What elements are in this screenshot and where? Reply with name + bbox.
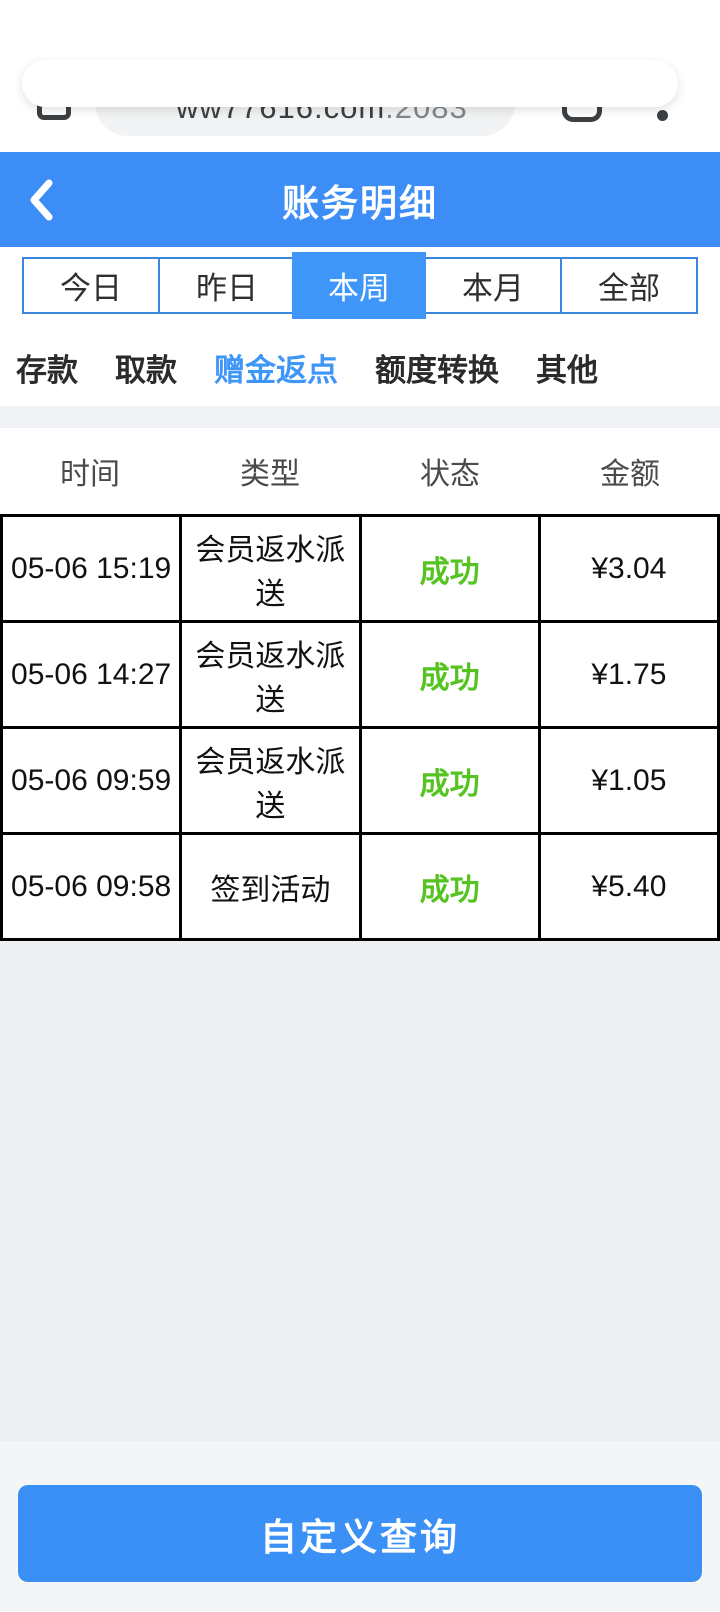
cell-time: 05-06 09:58 — [0, 832, 183, 941]
category-tab-label: 存款 — [16, 352, 78, 388]
date-tab[interactable]: 本周 — [292, 252, 426, 319]
category-tab[interactable]: 取款 — [115, 345, 177, 390]
footer-panel: 自定义查询 — [0, 1441, 720, 1611]
cell-time: 05-06 14:27 — [0, 620, 183, 729]
date-tab[interactable]: 全部 — [560, 259, 696, 312]
category-tab[interactable]: 赠金返点 — [214, 345, 338, 390]
column-header-type: 类型 — [240, 458, 300, 491]
chevron-left-icon — [30, 179, 53, 220]
category-tab[interactable]: 其他 — [536, 345, 598, 390]
date-tab-label: 本月 — [462, 271, 524, 306]
category-tabs: 存款 取款 赠金返点 额度转换 其他 — [0, 344, 720, 390]
cell-time: 05-06 09:59 — [0, 726, 183, 835]
table-header: 时间 类型 状态 金额 — [0, 428, 720, 514]
category-tab[interactable]: 额度转换 — [375, 345, 499, 390]
date-tab-label: 今日 — [60, 271, 122, 306]
page-title: 账务明细 — [282, 182, 438, 224]
category-tab-label: 其他 — [536, 352, 598, 388]
page-header: 账务明细 — [0, 152, 720, 247]
date-range-tabs: 今日 昨日 本周 本月 全部 — [22, 252, 698, 319]
category-tab-label: 额度转换 — [375, 352, 499, 388]
browser-toolbar: ww77616.com:2083 — [0, 0, 720, 188]
empty-area — [0, 941, 720, 1441]
cell-amount: ¥1.75 — [537, 620, 720, 729]
cell-status: 成功 — [358, 620, 541, 729]
table-row: 05-06 09:59 会员返水派送 成功 ¥1.05 — [0, 726, 720, 835]
cell-time: 05-06 15:19 — [0, 514, 183, 623]
column-header-amount: 金额 — [600, 458, 660, 491]
date-tab[interactable]: 今日 — [24, 259, 158, 312]
column-header-time: 时间 — [60, 458, 120, 491]
table-row: 05-06 09:58 签到活动 成功 ¥5.40 — [0, 832, 720, 941]
date-tab-label: 全部 — [598, 271, 660, 306]
custom-query-button[interactable]: 自定义查询 — [18, 1485, 702, 1582]
date-tab[interactable]: 本月 — [424, 259, 560, 312]
cell-type: 会员返水派送 — [179, 514, 362, 623]
cell-amount: ¥5.40 — [537, 832, 720, 941]
date-tab[interactable]: 昨日 — [158, 259, 294, 312]
date-tab-label: 本周 — [328, 271, 390, 306]
category-tab-label: 赠金返点 — [214, 352, 338, 388]
table-row: 05-06 15:19 会员返水派送 成功 ¥3.04 — [0, 514, 720, 623]
records-table: 05-06 15:19 会员返水派送 成功 ¥3.04 05-06 14:27 … — [0, 514, 720, 941]
table-row: 05-06 14:27 会员返水派送 成功 ¥1.75 — [0, 620, 720, 729]
divider-band — [0, 406, 720, 428]
cell-status: 成功 — [358, 514, 541, 623]
cell-type: 会员返水派送 — [179, 620, 362, 729]
cell-type: 会员返水派送 — [179, 726, 362, 835]
category-tab[interactable]: 存款 — [16, 345, 78, 390]
cell-amount: ¥3.04 — [537, 514, 720, 623]
cell-amount: ¥1.05 — [537, 726, 720, 835]
back-button[interactable] — [26, 152, 86, 247]
overlay-card — [22, 60, 678, 107]
date-tab-label: 昨日 — [196, 271, 258, 306]
column-header-status: 状态 — [420, 458, 480, 491]
cell-status: 成功 — [358, 726, 541, 835]
category-tab-label: 取款 — [115, 352, 177, 388]
cell-status: 成功 — [358, 832, 541, 941]
cell-type: 签到活动 — [179, 832, 362, 941]
